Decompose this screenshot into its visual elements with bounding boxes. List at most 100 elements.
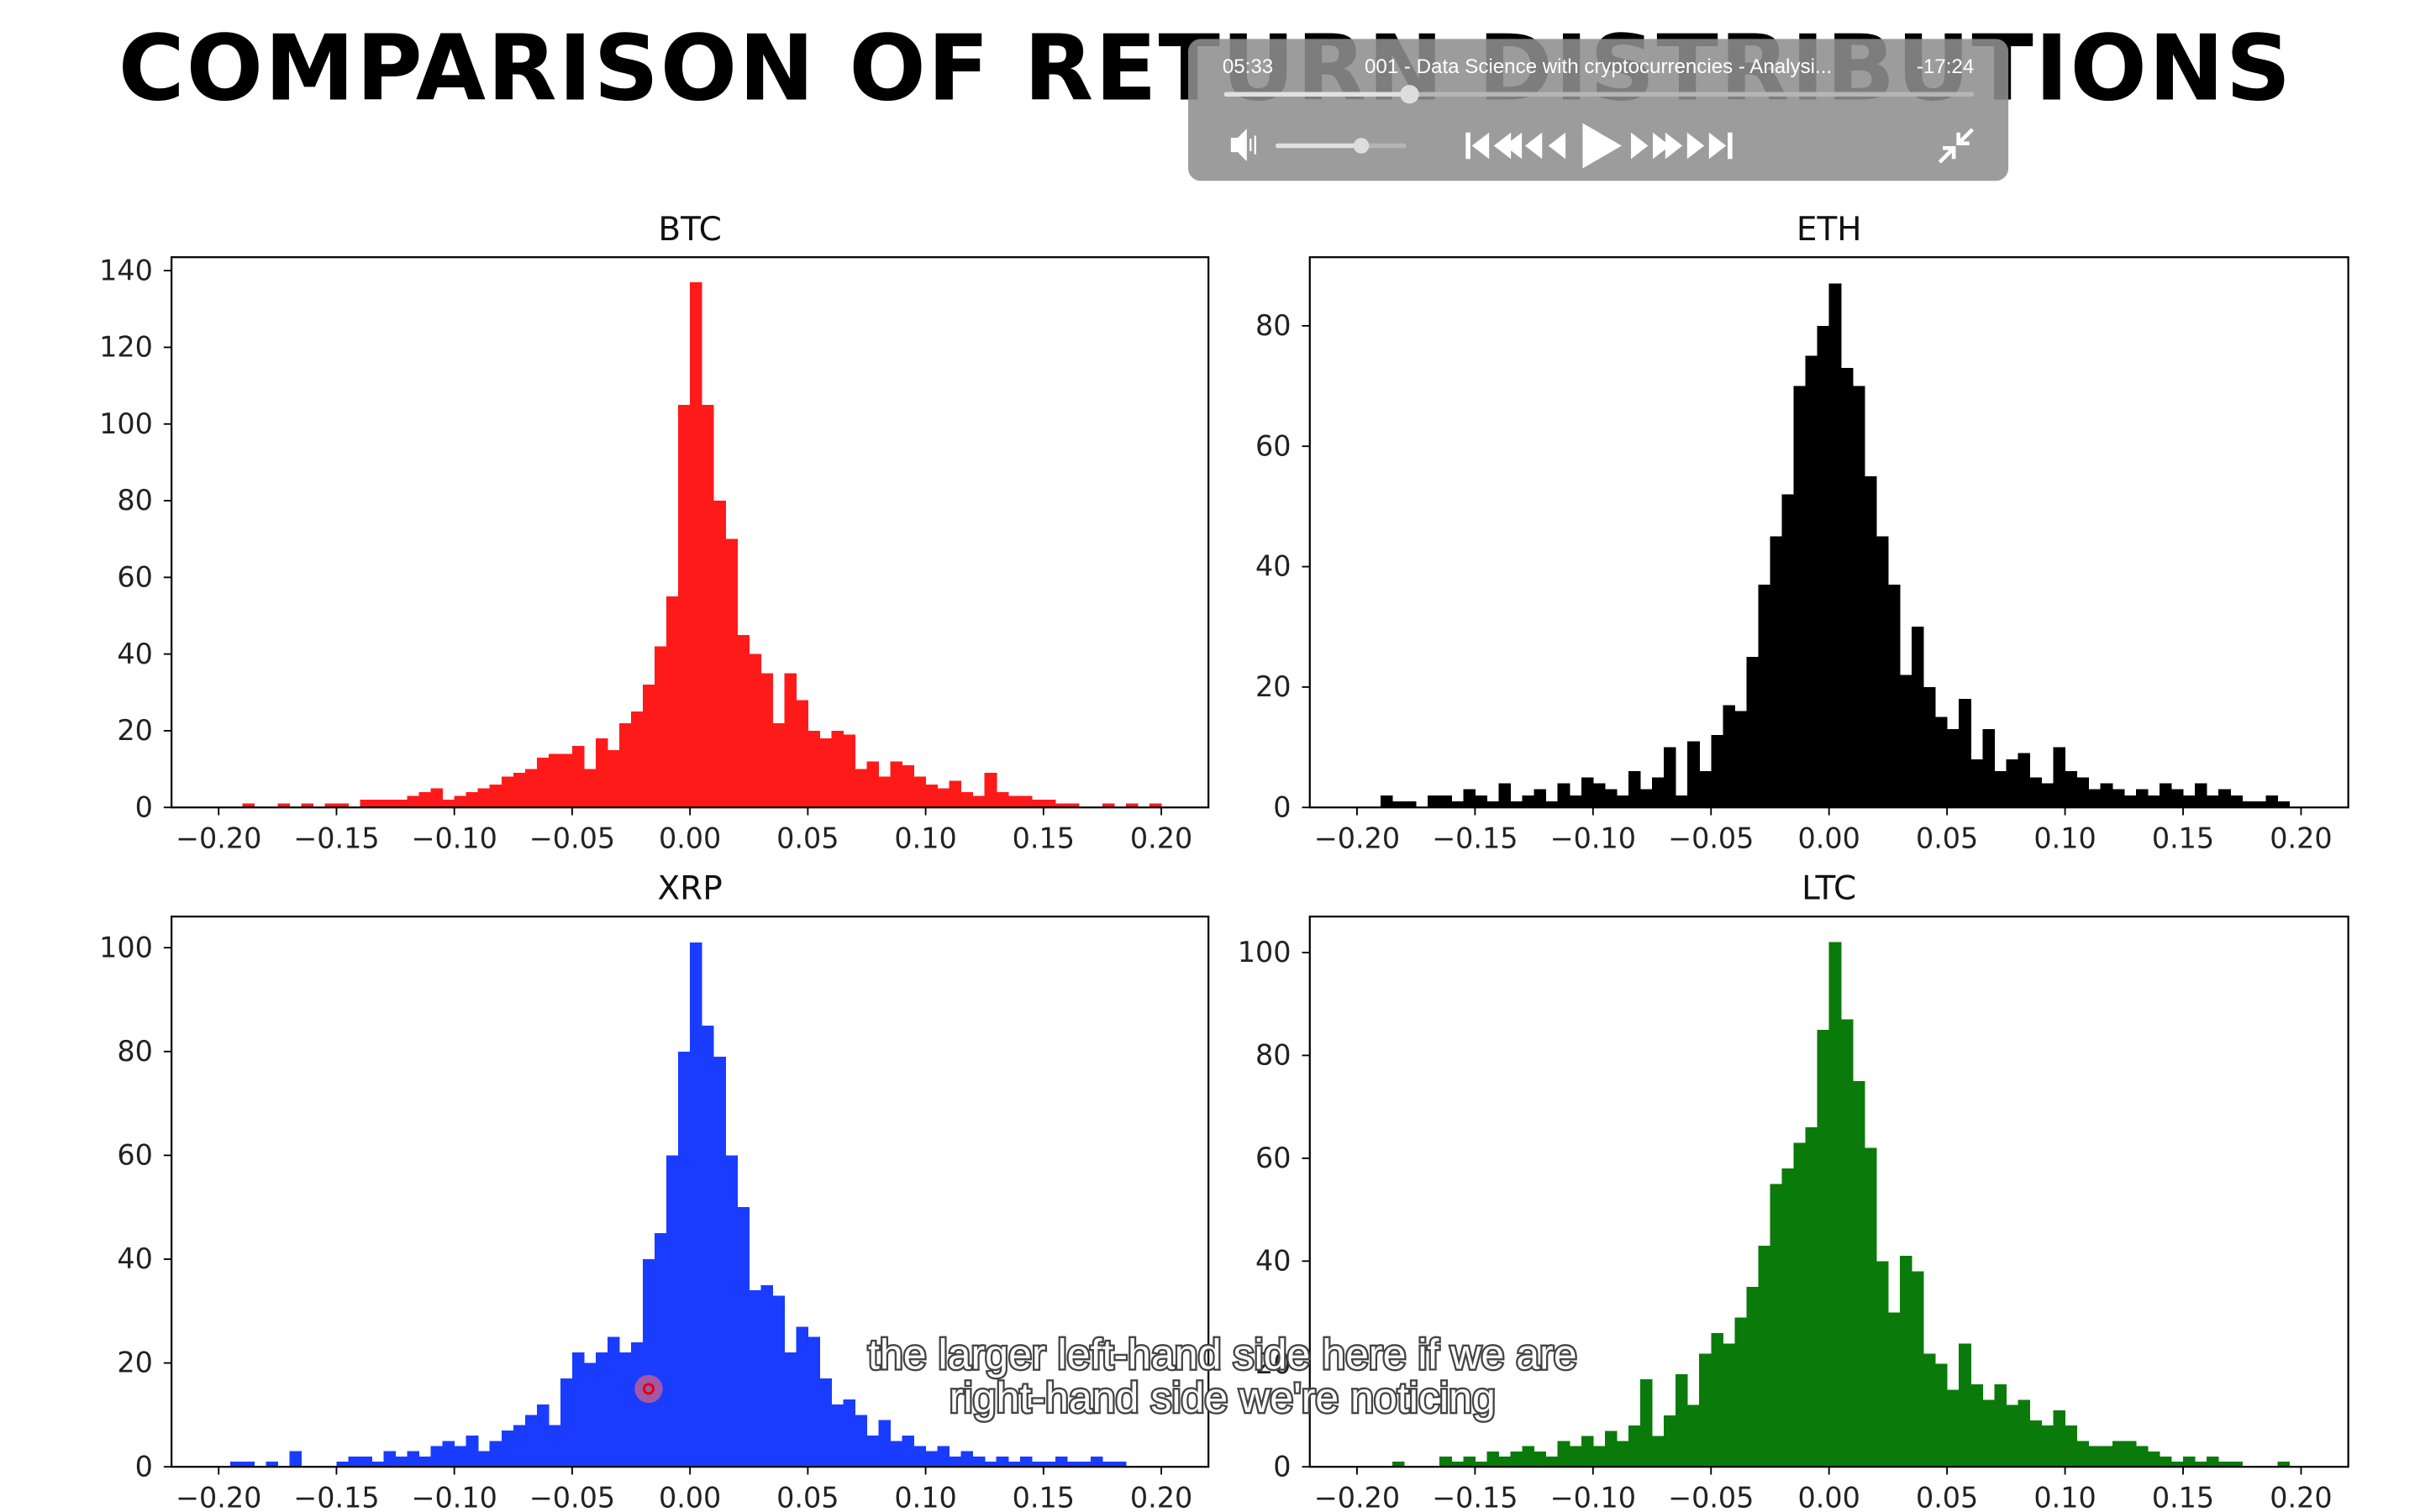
bar bbox=[2183, 1456, 2196, 1467]
bar bbox=[2277, 1462, 2290, 1467]
bar bbox=[866, 1436, 880, 1467]
bar bbox=[1019, 795, 1033, 808]
bar bbox=[501, 1430, 514, 1467]
bar bbox=[1852, 386, 1865, 808]
bar bbox=[1781, 494, 1795, 808]
volume-knob[interactable] bbox=[1353, 138, 1370, 154]
bar bbox=[902, 1436, 915, 1467]
chart: XRP −0.20 −0.15 −0.10 −0.05 0.00 0.05 0.10 0.15 0… bbox=[99, 870, 1210, 1512]
bar bbox=[1711, 735, 1723, 808]
bar bbox=[2147, 795, 2160, 808]
bar bbox=[513, 1425, 526, 1467]
bar bbox=[760, 1284, 773, 1467]
bar bbox=[972, 1456, 986, 1467]
bar bbox=[1852, 1081, 1865, 1467]
bar bbox=[477, 788, 491, 808]
bar bbox=[2018, 753, 2031, 808]
x-tick-label: −0.10 bbox=[412, 822, 497, 854]
bar bbox=[289, 1451, 302, 1467]
bar bbox=[737, 634, 750, 808]
bar bbox=[655, 646, 667, 808]
y-tick-label: 60 bbox=[117, 1139, 153, 1172]
bar bbox=[2018, 1399, 2031, 1467]
volume-fill bbox=[1275, 143, 1361, 149]
bar bbox=[772, 722, 785, 808]
bar bbox=[2265, 795, 2278, 808]
bar bbox=[454, 1446, 467, 1467]
bar bbox=[2100, 783, 2113, 808]
bar bbox=[1616, 1441, 1629, 1467]
play-button[interactable] bbox=[1582, 123, 1622, 169]
bar bbox=[430, 1446, 444, 1467]
bar bbox=[1970, 1384, 1983, 1467]
bar bbox=[1078, 1462, 1092, 1467]
bar bbox=[2195, 783, 2207, 808]
bar bbox=[913, 1446, 927, 1467]
x-tick-label: −0.15 bbox=[1432, 1481, 1518, 1512]
bar bbox=[2230, 795, 2243, 808]
bar bbox=[749, 1290, 761, 1467]
x-tick-label: 0.20 bbox=[1130, 1481, 1192, 1512]
skip-forward-button[interactable] bbox=[1686, 132, 1733, 160]
y-tick-label: 0 bbox=[1273, 1450, 1291, 1483]
bar bbox=[819, 738, 832, 808]
x-tick-label: 0.10 bbox=[2033, 822, 2096, 854]
bar bbox=[2041, 783, 2054, 808]
bar bbox=[1664, 747, 1676, 808]
bar bbox=[1923, 1353, 1936, 1467]
bar bbox=[760, 673, 773, 808]
bar bbox=[1817, 1029, 1830, 1467]
bar bbox=[1676, 795, 1688, 808]
bar bbox=[984, 773, 997, 808]
skip-back-button[interactable] bbox=[1465, 132, 1512, 160]
x-tick-label: −0.20 bbox=[1314, 822, 1400, 854]
bar bbox=[2135, 789, 2149, 808]
video-title: 001 - Data Science with cryptocurrencies… bbox=[1365, 55, 1832, 78]
bar bbox=[1746, 657, 1759, 808]
bar bbox=[524, 769, 538, 808]
x-tick-label: −0.05 bbox=[529, 822, 615, 854]
bar bbox=[2218, 1462, 2231, 1467]
y-tick-label: 60 bbox=[117, 560, 153, 593]
bar bbox=[242, 1462, 255, 1467]
rewind-button[interactable] bbox=[1504, 132, 1566, 160]
bar bbox=[301, 803, 313, 808]
bar bbox=[1770, 536, 1783, 808]
bar bbox=[1912, 1271, 1924, 1467]
fast-forward-button[interactable] bbox=[1631, 132, 1683, 160]
bar bbox=[890, 1441, 903, 1467]
bar bbox=[360, 1456, 373, 1467]
y-tick-label: 40 bbox=[117, 1242, 153, 1275]
bar bbox=[454, 795, 467, 808]
bar bbox=[1510, 1451, 1523, 1467]
x-tick-label: 0.20 bbox=[2270, 822, 2332, 854]
bar bbox=[1451, 1462, 1464, 1467]
bar bbox=[960, 791, 974, 808]
bar bbox=[631, 711, 644, 808]
bar bbox=[1102, 1462, 1115, 1467]
bar bbox=[1970, 759, 1983, 808]
bar bbox=[2218, 789, 2231, 808]
bar bbox=[937, 1446, 950, 1467]
progress-knob[interactable] bbox=[1400, 85, 1419, 104]
bar bbox=[1102, 803, 1115, 808]
bar bbox=[277, 803, 290, 808]
bar bbox=[2053, 1410, 2066, 1467]
bar bbox=[2076, 777, 2090, 808]
bar bbox=[796, 700, 808, 808]
bar bbox=[2147, 1451, 2160, 1467]
bar bbox=[702, 1025, 714, 1467]
x-tick-label: 0.15 bbox=[1013, 822, 1075, 854]
volume-icon[interactable] bbox=[1230, 129, 1256, 161]
exit-fullscreen-button[interactable] bbox=[1938, 128, 1975, 164]
bar bbox=[1817, 325, 1830, 808]
bar bbox=[1569, 795, 1582, 808]
bar bbox=[725, 538, 738, 808]
bar bbox=[2053, 747, 2066, 808]
bar bbox=[1959, 1343, 1971, 1467]
bar bbox=[2088, 1446, 2102, 1467]
bar bbox=[1031, 800, 1044, 808]
bar bbox=[501, 776, 514, 808]
bar bbox=[1581, 777, 1594, 808]
bar bbox=[1758, 1245, 1771, 1467]
